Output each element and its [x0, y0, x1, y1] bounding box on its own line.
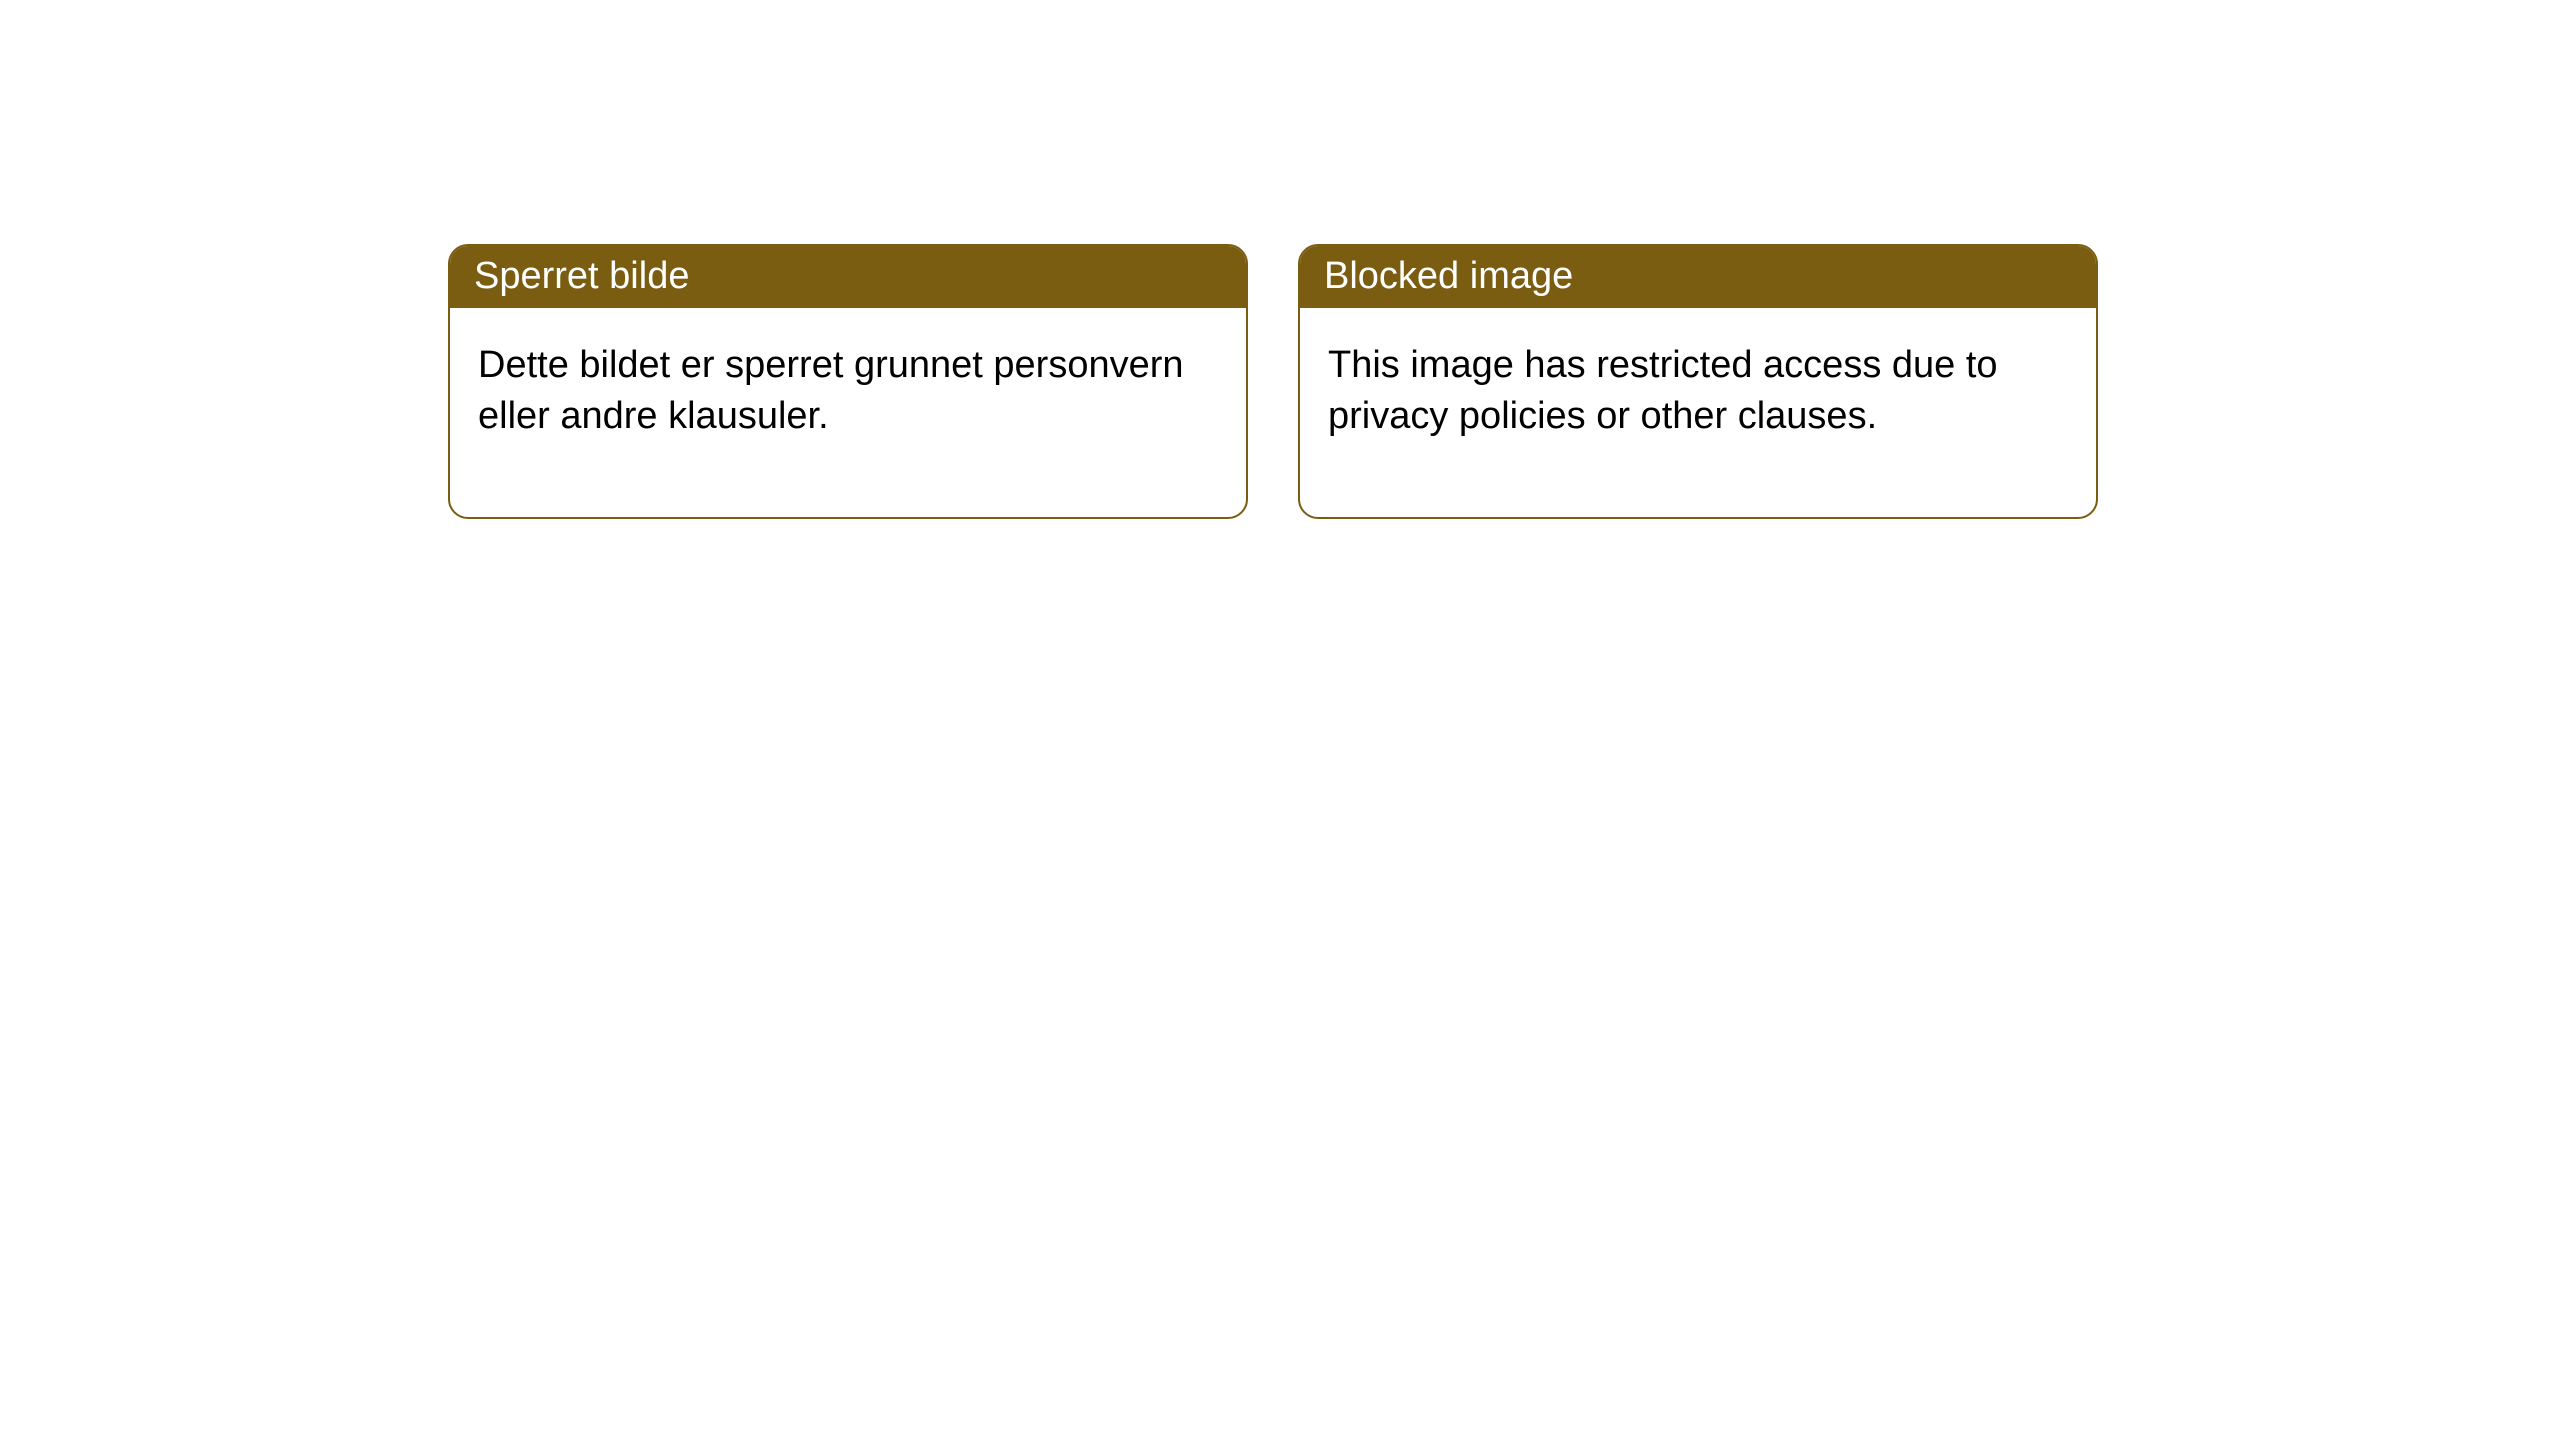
notice-title: Sperret bilde	[450, 246, 1246, 308]
notice-body: This image has restricted access due to …	[1300, 308, 2096, 517]
notice-title: Blocked image	[1300, 246, 2096, 308]
notice-container: Sperret bilde Dette bildet er sperret gr…	[0, 0, 2560, 519]
notice-card-norwegian: Sperret bilde Dette bildet er sperret gr…	[448, 244, 1248, 519]
notice-card-english: Blocked image This image has restricted …	[1298, 244, 2098, 519]
notice-body: Dette bildet er sperret grunnet personve…	[450, 308, 1246, 517]
